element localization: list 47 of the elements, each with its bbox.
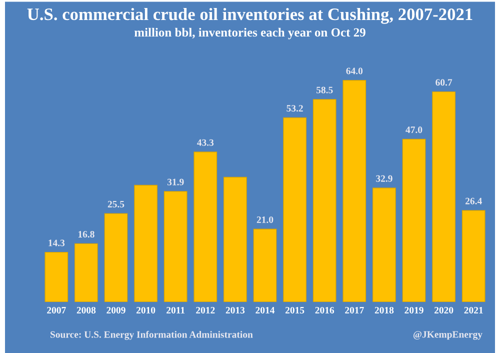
x-tick-label: 2014	[256, 306, 275, 314]
x-tick-label: 2010	[136, 306, 156, 314]
bar	[74, 243, 98, 302]
data-label: 47.0	[406, 126, 422, 134]
text: @JKempEnergy	[413, 331, 482, 340]
bar	[283, 117, 306, 302]
data-label: 26.4	[466, 198, 482, 204]
x-tick-label: 2016	[315, 306, 334, 314]
x-tick-label: 2013	[226, 306, 245, 314]
x-tick-label: 2012	[196, 306, 215, 314]
x-tick-label: 2008	[76, 306, 96, 314]
chart-title: U.S. commercial crude oil inventories at Cushing, 2007-2021	[27, 8, 472, 24]
bar	[44, 252, 68, 302]
x-tick-label: 2011	[166, 306, 185, 314]
x-tick-label: 2015	[285, 306, 304, 314]
data-label: 21.0	[256, 216, 274, 224]
bar	[312, 99, 336, 302]
data-label: 43.3	[197, 139, 214, 146]
bar	[372, 188, 396, 302]
bar	[224, 176, 247, 302]
bar	[402, 138, 426, 302]
data-label: 32.9	[376, 175, 392, 182]
bar	[104, 213, 128, 302]
data-label: 14.3	[48, 240, 65, 246]
bar	[342, 80, 366, 302]
data-label: 31.9	[167, 178, 184, 186]
x-tick-label: 2018	[374, 306, 394, 314]
bar	[164, 191, 188, 302]
data-label: 16.8	[78, 230, 94, 238]
bar	[134, 184, 158, 302]
chart-subtitle: million bbl, inventories each year on Oct 29	[134, 28, 366, 40]
data-label: 64.0	[346, 68, 363, 74]
x-tick-label: 2009	[106, 306, 126, 314]
x-tick-label: 2017	[345, 306, 364, 314]
bar	[194, 152, 218, 302]
x-tick-label: 2020	[434, 306, 454, 314]
bar	[462, 210, 486, 302]
bar	[253, 228, 277, 302]
data-label: 25.5	[108, 200, 124, 208]
data-label: 58.5	[316, 86, 333, 94]
source-note: Source: U.S. Energy Information Administration	[50, 330, 253, 340]
x-tick-label: 2021	[464, 306, 483, 314]
data-label: 60.7	[436, 79, 452, 86]
x-tick-label: 2019	[404, 306, 424, 314]
x-tick-label: 2007	[47, 306, 66, 314]
bar	[432, 91, 456, 302]
data-label: 53.2	[286, 105, 303, 112]
